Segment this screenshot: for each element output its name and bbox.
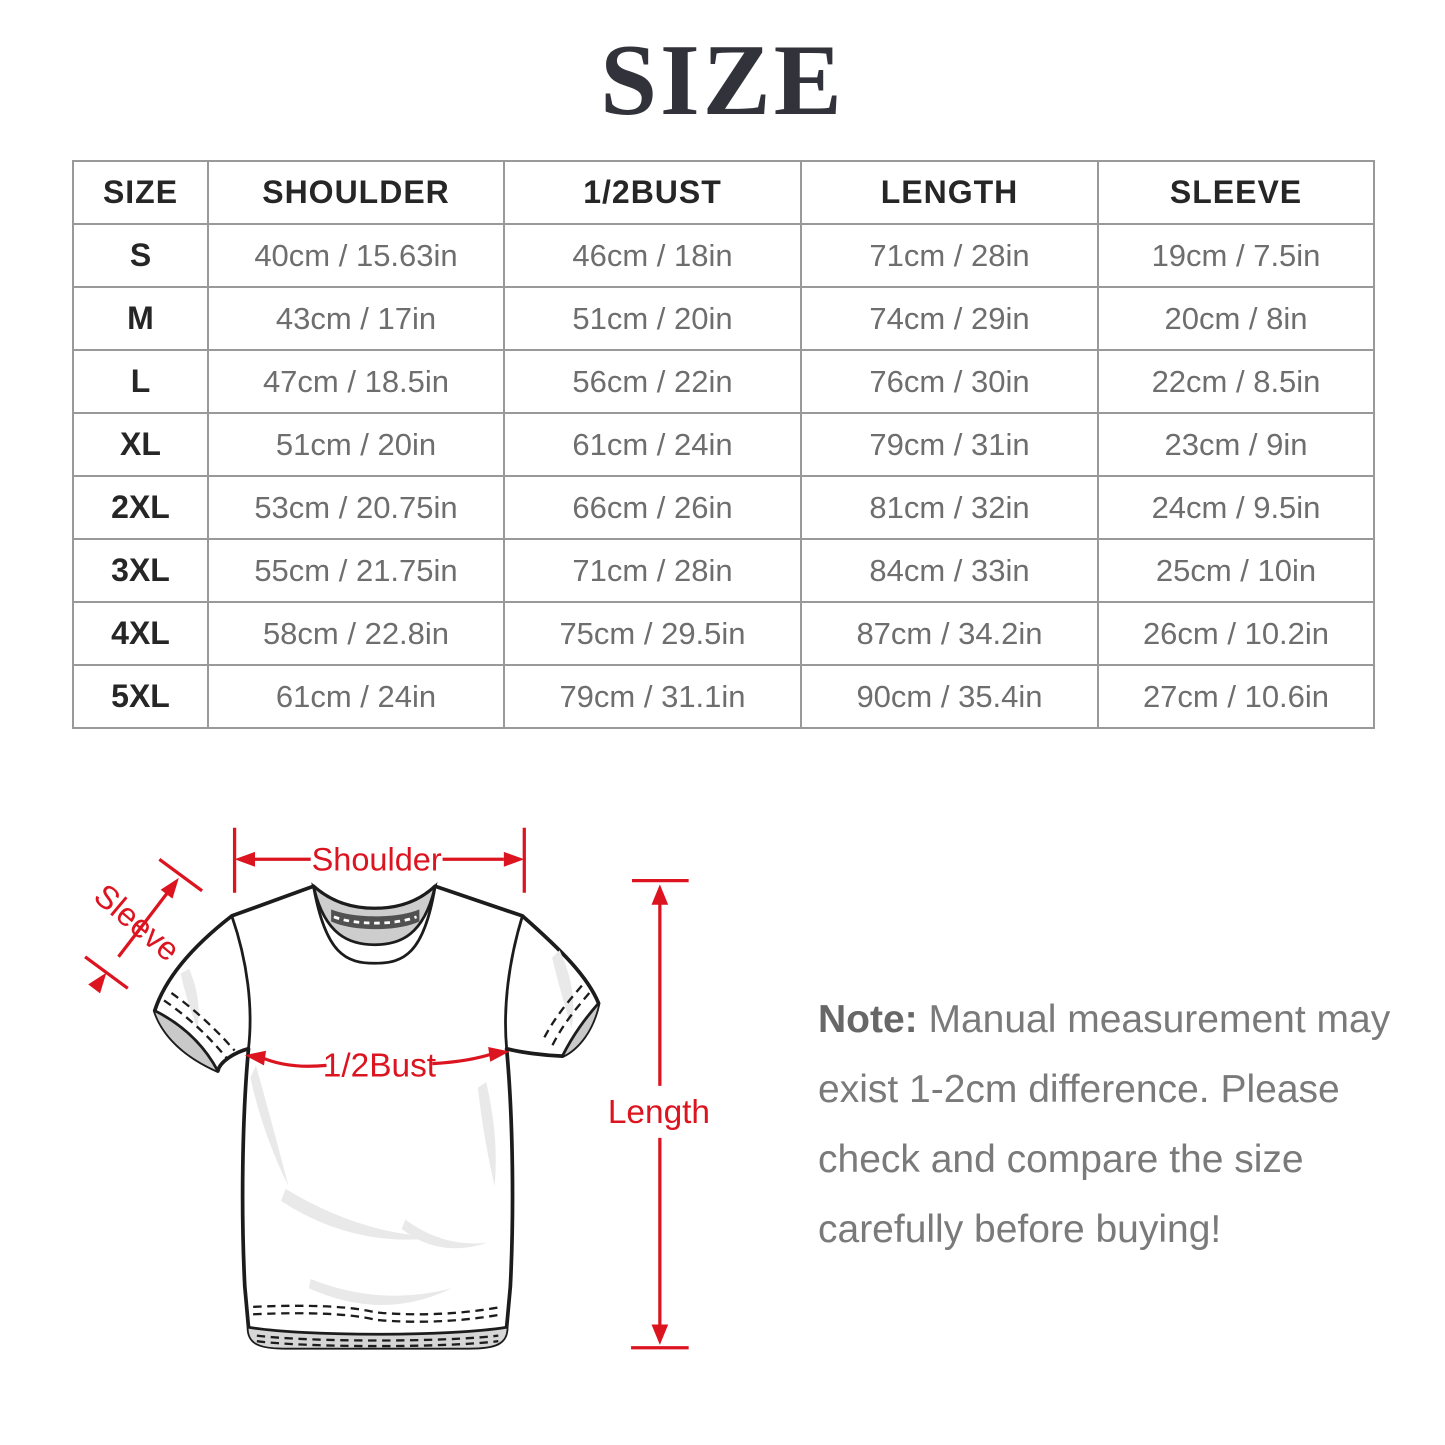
size-chart-table: SIZE SHOULDER 1/2BUST LENGTH SLEEVE S 40… (72, 160, 1375, 729)
bust-annotation: 1/2Bust (244, 1046, 510, 1085)
cell-size: 2XL (72, 475, 209, 540)
length-down-arrowhead (651, 1324, 669, 1345)
right-armhole-seam (504, 914, 524, 1051)
cell-length: 87cm / 34.2in (800, 601, 1099, 666)
header-size: SIZE (72, 160, 209, 225)
bust-right-arrowhead (488, 1046, 510, 1062)
table-row: 3XL 55cm / 21.75in 71cm / 28in 84cm / 33… (72, 538, 1375, 603)
collar-tape (331, 909, 420, 930)
bust-left-arrowhead (244, 1050, 267, 1066)
cell-sleeve: 23cm / 9in (1097, 412, 1375, 477)
cell-sleeve: 26cm / 10.2in (1097, 601, 1375, 666)
cell-length: 84cm / 33in (800, 538, 1099, 603)
cell-length: 81cm / 32in (800, 475, 1099, 540)
cell-length: 76cm / 30in (800, 349, 1099, 414)
cell-sleeve: 22cm / 8.5in (1097, 349, 1375, 414)
collar-tape-stitch (333, 915, 418, 925)
cell-shoulder: 58cm / 22.8in (207, 601, 505, 666)
note-label: Note: (818, 998, 918, 1041)
tshirt-body-outline (152, 884, 601, 1350)
table-row: 5XL 61cm / 24in 79cm / 31.1in 90cm / 35.… (72, 664, 1375, 729)
cell-sleeve: 27cm / 10.6in (1097, 664, 1375, 729)
cell-bust: 75cm / 29.5in (503, 601, 802, 666)
cell-bust: 61cm / 24in (503, 412, 802, 477)
header-bust: 1/2BUST (503, 160, 802, 225)
tshirt-measurement-diagram: Shoulder Sleeve 1/2Bust Lengt (84, 827, 710, 1350)
cell-size: 5XL (72, 664, 209, 729)
cell-bust: 79cm / 31.1in (503, 664, 802, 729)
header-sleeve: SLEEVE (1097, 160, 1375, 225)
bust-label: 1/2Bust (323, 1048, 437, 1085)
left-armhole-seam (230, 914, 252, 1051)
collar-band-outer-line (312, 884, 437, 965)
table-row: XL 51cm / 20in 61cm / 24in 79cm / 31in 2… (72, 412, 1375, 477)
shoulder-annotation: Shoulder (232, 827, 526, 893)
table-row: 4XL 58cm / 22.8in 75cm / 29.5in 87cm / 3… (72, 601, 1375, 666)
cell-sleeve: 25cm / 10in (1097, 538, 1375, 603)
cell-shoulder: 53cm / 20.75in (207, 475, 505, 540)
shoulder-label: Shoulder (312, 841, 442, 877)
hem (247, 1304, 509, 1348)
cell-length: 71cm / 28in (800, 223, 1099, 288)
cell-bust: 71cm / 28in (503, 538, 802, 603)
cell-size: L (72, 349, 209, 414)
note-line: carefully before buying! (818, 1208, 1222, 1251)
cell-size: M (72, 286, 209, 351)
wrinkle-shading (180, 950, 574, 1305)
cell-size: 3XL (72, 538, 209, 603)
cell-size: 4XL (72, 601, 209, 666)
note-text: Note: Manual measurement may exist 1-2cm… (818, 985, 1398, 1265)
length-up-arrowhead (651, 884, 669, 905)
cell-shoulder: 40cm / 15.63in (207, 223, 505, 288)
header-length: LENGTH (800, 160, 1099, 225)
cell-length: 90cm / 35.4in (800, 664, 1099, 729)
table-row: 2XL 53cm / 20.75in 66cm / 26in 81cm / 32… (72, 475, 1375, 540)
cell-shoulder: 55cm / 21.75in (207, 538, 505, 603)
length-label: Length (608, 1094, 710, 1131)
page-title: SIZE (600, 24, 845, 137)
cell-size: XL (72, 412, 209, 477)
cell-sleeve: 24cm / 9.5in (1097, 475, 1375, 540)
cell-shoulder: 47cm / 18.5in (207, 349, 505, 414)
table-row: M 43cm / 17in 51cm / 20in 74cm / 29in 20… (72, 286, 1375, 351)
note-line: exist 1-2cm difference. Please (818, 1068, 1340, 1111)
sleeve-lower-arrowhead (88, 972, 107, 994)
shoulder-left-arrowhead (234, 851, 255, 867)
cell-length: 74cm / 29in (800, 286, 1099, 351)
cell-sleeve: 20cm / 8in (1097, 286, 1375, 351)
cell-bust: 56cm / 22in (503, 349, 802, 414)
cell-length: 79cm / 31in (800, 412, 1099, 477)
sleeve-upper-arrowhead (160, 877, 179, 899)
cell-shoulder: 61cm / 24in (207, 664, 505, 729)
left-cuff (153, 992, 236, 1073)
cell-bust: 51cm / 20in (503, 286, 802, 351)
cell-bust: 46cm / 18in (503, 223, 802, 288)
cell-shoulder: 51cm / 20in (207, 412, 505, 477)
cell-bust: 66cm / 26in (503, 475, 802, 540)
right-cuff (542, 984, 600, 1058)
length-annotation: Length (608, 879, 710, 1350)
shoulder-right-arrowhead (503, 851, 525, 867)
collar (311, 882, 438, 965)
cell-shoulder: 43cm / 17in (207, 286, 505, 351)
table-header-row: SIZE SHOULDER 1/2BUST LENGTH SLEEVE (72, 160, 1375, 225)
header-shoulder: SHOULDER (207, 160, 505, 225)
note-line: Note: Manual measurement may (818, 998, 1391, 1041)
tshirt-illustration (152, 882, 601, 1350)
note-line: check and compare the size (818, 1138, 1304, 1181)
sleeve-top-tick (158, 857, 204, 893)
cell-sleeve: 19cm / 7.5in (1097, 223, 1375, 288)
cell-size: S (72, 223, 209, 288)
table-row: L 47cm / 18.5in 56cm / 22in 76cm / 30in … (72, 349, 1375, 414)
table-row: S 40cm / 15.63in 46cm / 18in 71cm / 28in… (72, 223, 1375, 288)
